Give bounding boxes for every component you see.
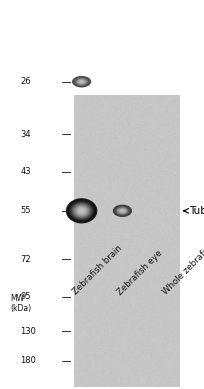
Ellipse shape [72, 76, 91, 88]
Text: 43: 43 [20, 167, 31, 177]
Text: 55: 55 [20, 206, 31, 216]
Text: 26: 26 [20, 77, 31, 86]
Ellipse shape [117, 207, 128, 214]
Ellipse shape [74, 77, 89, 86]
Ellipse shape [73, 76, 90, 87]
Text: 95: 95 [20, 292, 31, 301]
Ellipse shape [67, 199, 96, 223]
Ellipse shape [77, 79, 86, 85]
Ellipse shape [78, 79, 85, 84]
Text: 180: 180 [20, 356, 36, 366]
Ellipse shape [80, 209, 84, 212]
Ellipse shape [77, 207, 86, 215]
Ellipse shape [79, 80, 84, 84]
Ellipse shape [81, 210, 83, 212]
Ellipse shape [73, 204, 91, 218]
Ellipse shape [122, 210, 123, 211]
Ellipse shape [66, 198, 98, 223]
Ellipse shape [113, 205, 131, 217]
Ellipse shape [75, 205, 89, 216]
Ellipse shape [115, 206, 130, 216]
Ellipse shape [79, 209, 85, 213]
Ellipse shape [69, 201, 94, 221]
Text: MW
(kDa): MW (kDa) [10, 294, 31, 313]
Ellipse shape [80, 81, 84, 83]
Ellipse shape [72, 203, 91, 219]
Ellipse shape [81, 81, 83, 82]
Ellipse shape [120, 209, 125, 212]
Text: 34: 34 [20, 130, 31, 139]
Ellipse shape [113, 205, 132, 217]
Ellipse shape [68, 200, 95, 222]
Ellipse shape [116, 207, 129, 215]
Text: Whole zebrafish: Whole zebrafish [161, 242, 204, 297]
Ellipse shape [78, 208, 85, 214]
Ellipse shape [75, 78, 88, 86]
Ellipse shape [74, 205, 90, 217]
Text: 72: 72 [20, 255, 31, 264]
Ellipse shape [119, 209, 126, 213]
Text: Zebrafish eye: Zebrafish eye [116, 248, 165, 297]
Ellipse shape [118, 208, 126, 214]
Text: 130: 130 [20, 327, 36, 336]
Ellipse shape [70, 202, 93, 220]
Ellipse shape [118, 208, 127, 214]
Ellipse shape [114, 206, 131, 216]
Text: Zebrafish brain: Zebrafish brain [71, 244, 124, 297]
Ellipse shape [76, 206, 88, 216]
Ellipse shape [71, 202, 92, 219]
Ellipse shape [121, 210, 124, 212]
Ellipse shape [76, 78, 87, 85]
Text: Tuba1: Tuba1 [189, 206, 204, 216]
